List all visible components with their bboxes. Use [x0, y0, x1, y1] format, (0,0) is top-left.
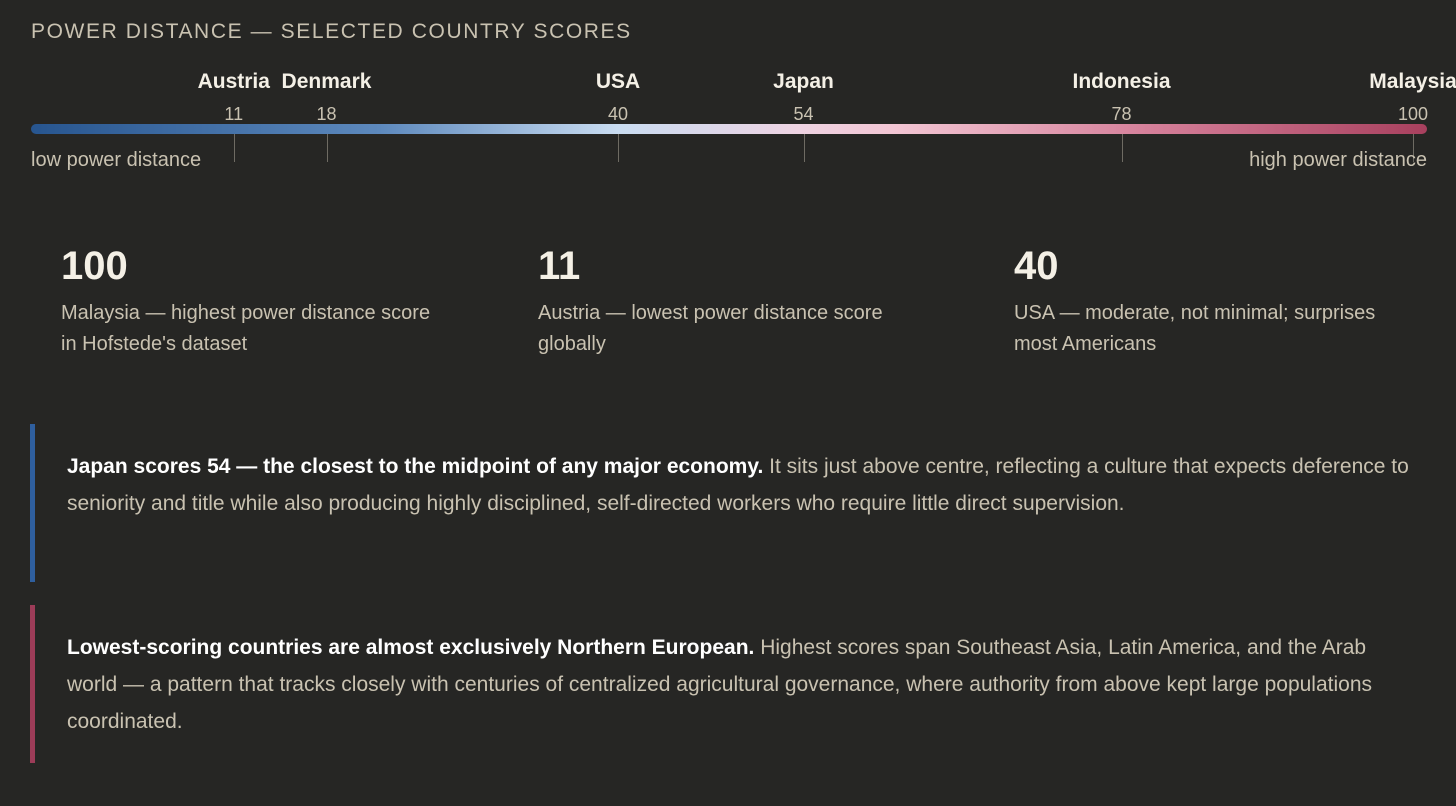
- stat-description: Malaysia — highest power distance score …: [61, 302, 431, 355]
- power-distance-scale: 11 Austria 18 Denmark 40 USA 54 Japan 78 Indonesi…: [0, 0, 1456, 190]
- score-label-indonesia: 78: [1111, 104, 1132, 124]
- stat-card-austria: 11 Austria — lowest power distance score…: [538, 244, 918, 360]
- tick-malaysia: [1413, 134, 1414, 162]
- gradient-bar: [31, 124, 1427, 134]
- country-label-austria: Austria: [197, 70, 270, 93]
- callout-text: It sits just above centre, reflecting a …: [67, 455, 1409, 515]
- stat-description: USA — moderate, not minimal; surprises m…: [1014, 302, 1376, 355]
- score-label-japan: 54: [793, 104, 814, 124]
- tick-denmark: [326, 134, 328, 162]
- stat-number: 100: [61, 244, 128, 288]
- country-label-malaysia: Malaysia: [1369, 70, 1456, 93]
- country-label-denmark: Denmark: [281, 70, 372, 93]
- callout-japan: Japan scores 54 — the closest to the mid…: [30, 424, 1410, 582]
- stat-number: 11: [538, 244, 581, 288]
- country-label-usa: USA: [595, 70, 641, 93]
- country-label-indonesia: Indonesia: [1072, 70, 1171, 93]
- chart-title: POWER DISTANCE — SELECTED COUNTRY SCORES: [31, 20, 632, 43]
- callout-lead: Lowest-scoring countries are almost excl…: [67, 636, 755, 659]
- tick-usa: [618, 134, 619, 162]
- stat-number: 40: [1014, 244, 1059, 288]
- tick-indonesia: [1121, 134, 1123, 162]
- stat-description: Austria — lowest power distance score gl…: [538, 302, 883, 355]
- stat-card-usa: 40 USA — moderate, not minimal; surprise…: [1014, 244, 1394, 360]
- tick-japan: [803, 134, 805, 162]
- callout-regions: Lowest-scoring countries are almost excl…: [30, 605, 1410, 763]
- callout-text: Highest scores span Southeast Asia, Lati…: [67, 636, 1373, 733]
- score-label-malaysia: 100: [1397, 104, 1429, 124]
- stat-card-malaysia: 100 Malaysia — highest power distance sc…: [61, 244, 441, 360]
- callout-lead: Japan scores 54 — the closest to the mid…: [67, 455, 764, 478]
- score-label-austria: 11: [224, 104, 244, 124]
- score-label-usa: 40: [607, 104, 629, 124]
- tick-austria: [233, 134, 235, 162]
- low-end-label: low power distance: [31, 149, 202, 171]
- country-label-japan: Japan: [773, 70, 834, 93]
- high-end-label: high power distance: [1249, 149, 1427, 171]
- score-label-denmark: 18: [316, 104, 337, 124]
